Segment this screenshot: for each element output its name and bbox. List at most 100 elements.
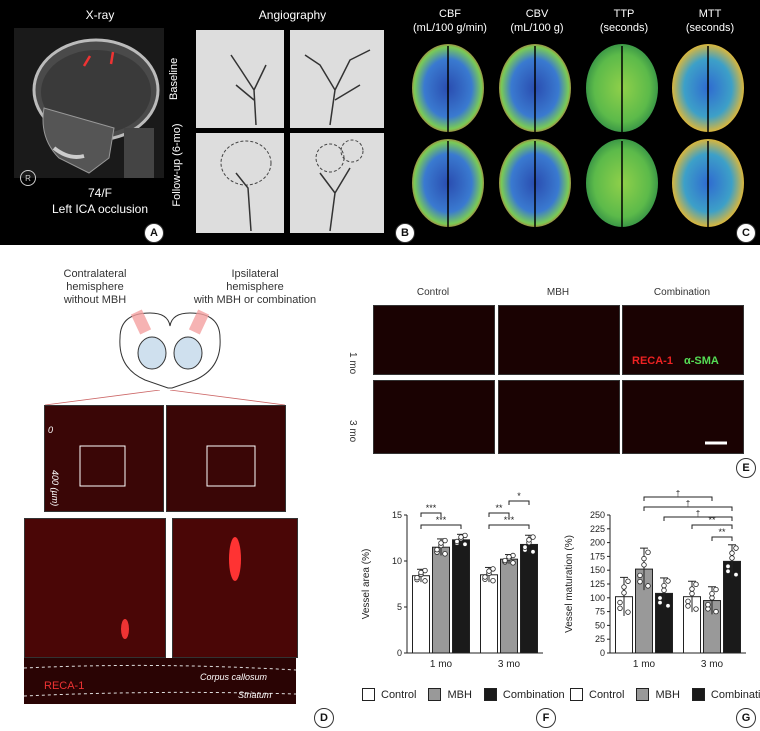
legend-g: Control MBH Combination bbox=[570, 688, 760, 701]
legend-g-combination-swatch bbox=[691, 688, 705, 701]
data-point bbox=[442, 537, 448, 544]
xray-image bbox=[14, 28, 164, 178]
data-point bbox=[645, 549, 651, 556]
data-point bbox=[637, 578, 643, 585]
micro-region-strip bbox=[23, 658, 297, 704]
panelE-col-control: Control bbox=[416, 287, 450, 298]
scale-top: 0 bbox=[48, 425, 54, 435]
significance-bracket bbox=[711, 536, 733, 541]
data-point bbox=[645, 583, 651, 589]
panelC-col1-l2: (mL/100 g/min) bbox=[413, 22, 487, 34]
panelE-col-mbh: MBH bbox=[546, 287, 570, 298]
data-point bbox=[434, 546, 440, 553]
data-point bbox=[530, 549, 536, 555]
significance-label: *** bbox=[436, 515, 447, 525]
cross-significance-bracket bbox=[643, 506, 733, 511]
panel-letter-d: D bbox=[314, 708, 334, 728]
data-point bbox=[641, 555, 647, 562]
y-axis-label: Vessel maturation (%) bbox=[564, 535, 575, 633]
legend-g-combination: Combination bbox=[710, 688, 760, 701]
y-tick-label: 10 bbox=[392, 556, 402, 566]
legend-g-mbh-swatch bbox=[636, 688, 650, 701]
panelA-title: X-ray bbox=[85, 8, 115, 22]
bar-combination-0 bbox=[452, 539, 470, 654]
y-tick-label: 25 bbox=[595, 634, 605, 644]
significance-bracket bbox=[420, 512, 442, 517]
data-point bbox=[689, 590, 695, 597]
micro-e-combination-1mo bbox=[622, 305, 744, 375]
panel-letter-g: G bbox=[736, 708, 756, 728]
data-point bbox=[637, 572, 643, 579]
data-point bbox=[526, 537, 532, 543]
bar-mbh-1 bbox=[500, 558, 518, 654]
panelC-col2-l1: CBV bbox=[525, 8, 549, 20]
legend-g-control-swatch bbox=[570, 688, 583, 701]
y-tick-label: 75 bbox=[595, 607, 605, 617]
micro-e-control-1mo bbox=[373, 305, 495, 375]
data-point bbox=[657, 595, 663, 601]
significance-label: ** bbox=[708, 515, 716, 525]
data-point bbox=[422, 578, 428, 584]
data-point bbox=[685, 603, 691, 609]
data-point bbox=[733, 545, 739, 551]
y-axis-label: Vessel area (%) bbox=[361, 549, 372, 620]
data-point bbox=[482, 574, 488, 580]
y-tick-label: 0 bbox=[600, 648, 605, 658]
x-tick-label: 1 mo bbox=[430, 659, 453, 670]
data-point bbox=[713, 608, 719, 615]
significance-bracket bbox=[488, 524, 530, 529]
micro-ipsilateral-zoom bbox=[172, 518, 298, 658]
cross-significance-bracket bbox=[643, 496, 713, 501]
panelC-col3-l1: TTP bbox=[613, 8, 635, 20]
data-point bbox=[454, 538, 460, 545]
y-tick-label: 5 bbox=[397, 602, 402, 612]
y-tick-label: 225 bbox=[590, 524, 605, 534]
stain-label-e-asma: α-SMA bbox=[684, 355, 719, 367]
data-point bbox=[733, 571, 739, 578]
panelE-row-3mo: 3 mo bbox=[347, 420, 358, 443]
data-point bbox=[693, 606, 699, 612]
panelC-col1-l1: CBF bbox=[439, 8, 461, 20]
cross-significance-label: † bbox=[686, 499, 690, 508]
data-point bbox=[725, 568, 731, 575]
significance-label: ** bbox=[718, 527, 726, 537]
y-tick-label: 250 bbox=[590, 510, 605, 520]
x-tick-label: 1 mo bbox=[633, 659, 656, 670]
legend-f-control-swatch bbox=[362, 688, 375, 701]
micro-ipsilateral-overview bbox=[166, 405, 286, 512]
panel-letter-b: B bbox=[395, 223, 415, 243]
chart-g: 0 25 50 75 100 125 150 175 200 225 250 Vessel matur… bbox=[564, 489, 746, 670]
data-point bbox=[414, 574, 420, 581]
data-point bbox=[490, 577, 496, 584]
panelC-col3-l2: (seconds) bbox=[599, 22, 649, 34]
panelD-left-l1: Contralateral bbox=[63, 268, 127, 280]
data-point bbox=[438, 540, 444, 546]
data-point bbox=[621, 584, 627, 590]
brain-schematic bbox=[110, 308, 230, 393]
data-point bbox=[685, 598, 691, 605]
panelA-caption-1: 74/F bbox=[87, 186, 112, 200]
legend-f-mbh-swatch bbox=[428, 688, 442, 701]
bar-control-1 bbox=[480, 574, 498, 654]
panelC-col2-l2: (mL/100 g) bbox=[510, 22, 564, 34]
stain-label-reca1: RECA-1 bbox=[44, 680, 85, 692]
data-point bbox=[665, 578, 671, 584]
panelD-right-l1: Ipsilateral bbox=[231, 268, 279, 280]
stain-label-e-reca1: RECA-1 bbox=[632, 355, 673, 367]
data-point bbox=[709, 590, 715, 597]
micro-e-combination-3mo bbox=[622, 380, 744, 454]
y-tick-label: 150 bbox=[590, 565, 605, 575]
y-tick-label: 200 bbox=[590, 538, 605, 548]
data-point bbox=[617, 605, 623, 611]
data-point bbox=[510, 560, 516, 566]
data-point bbox=[458, 534, 464, 540]
legend-f-mbh: MBH bbox=[447, 688, 472, 701]
legend-f-combination-swatch bbox=[483, 688, 497, 701]
panelB-row2: Follow-up (6-mo) bbox=[171, 123, 183, 207]
panelC-col4-l1: MTT bbox=[698, 8, 722, 20]
panelE-col-combination: Combination bbox=[653, 287, 711, 298]
bar-combination-1 bbox=[520, 543, 538, 654]
data-point bbox=[625, 609, 631, 615]
scale-bottom: 400 (µm) bbox=[50, 470, 60, 507]
